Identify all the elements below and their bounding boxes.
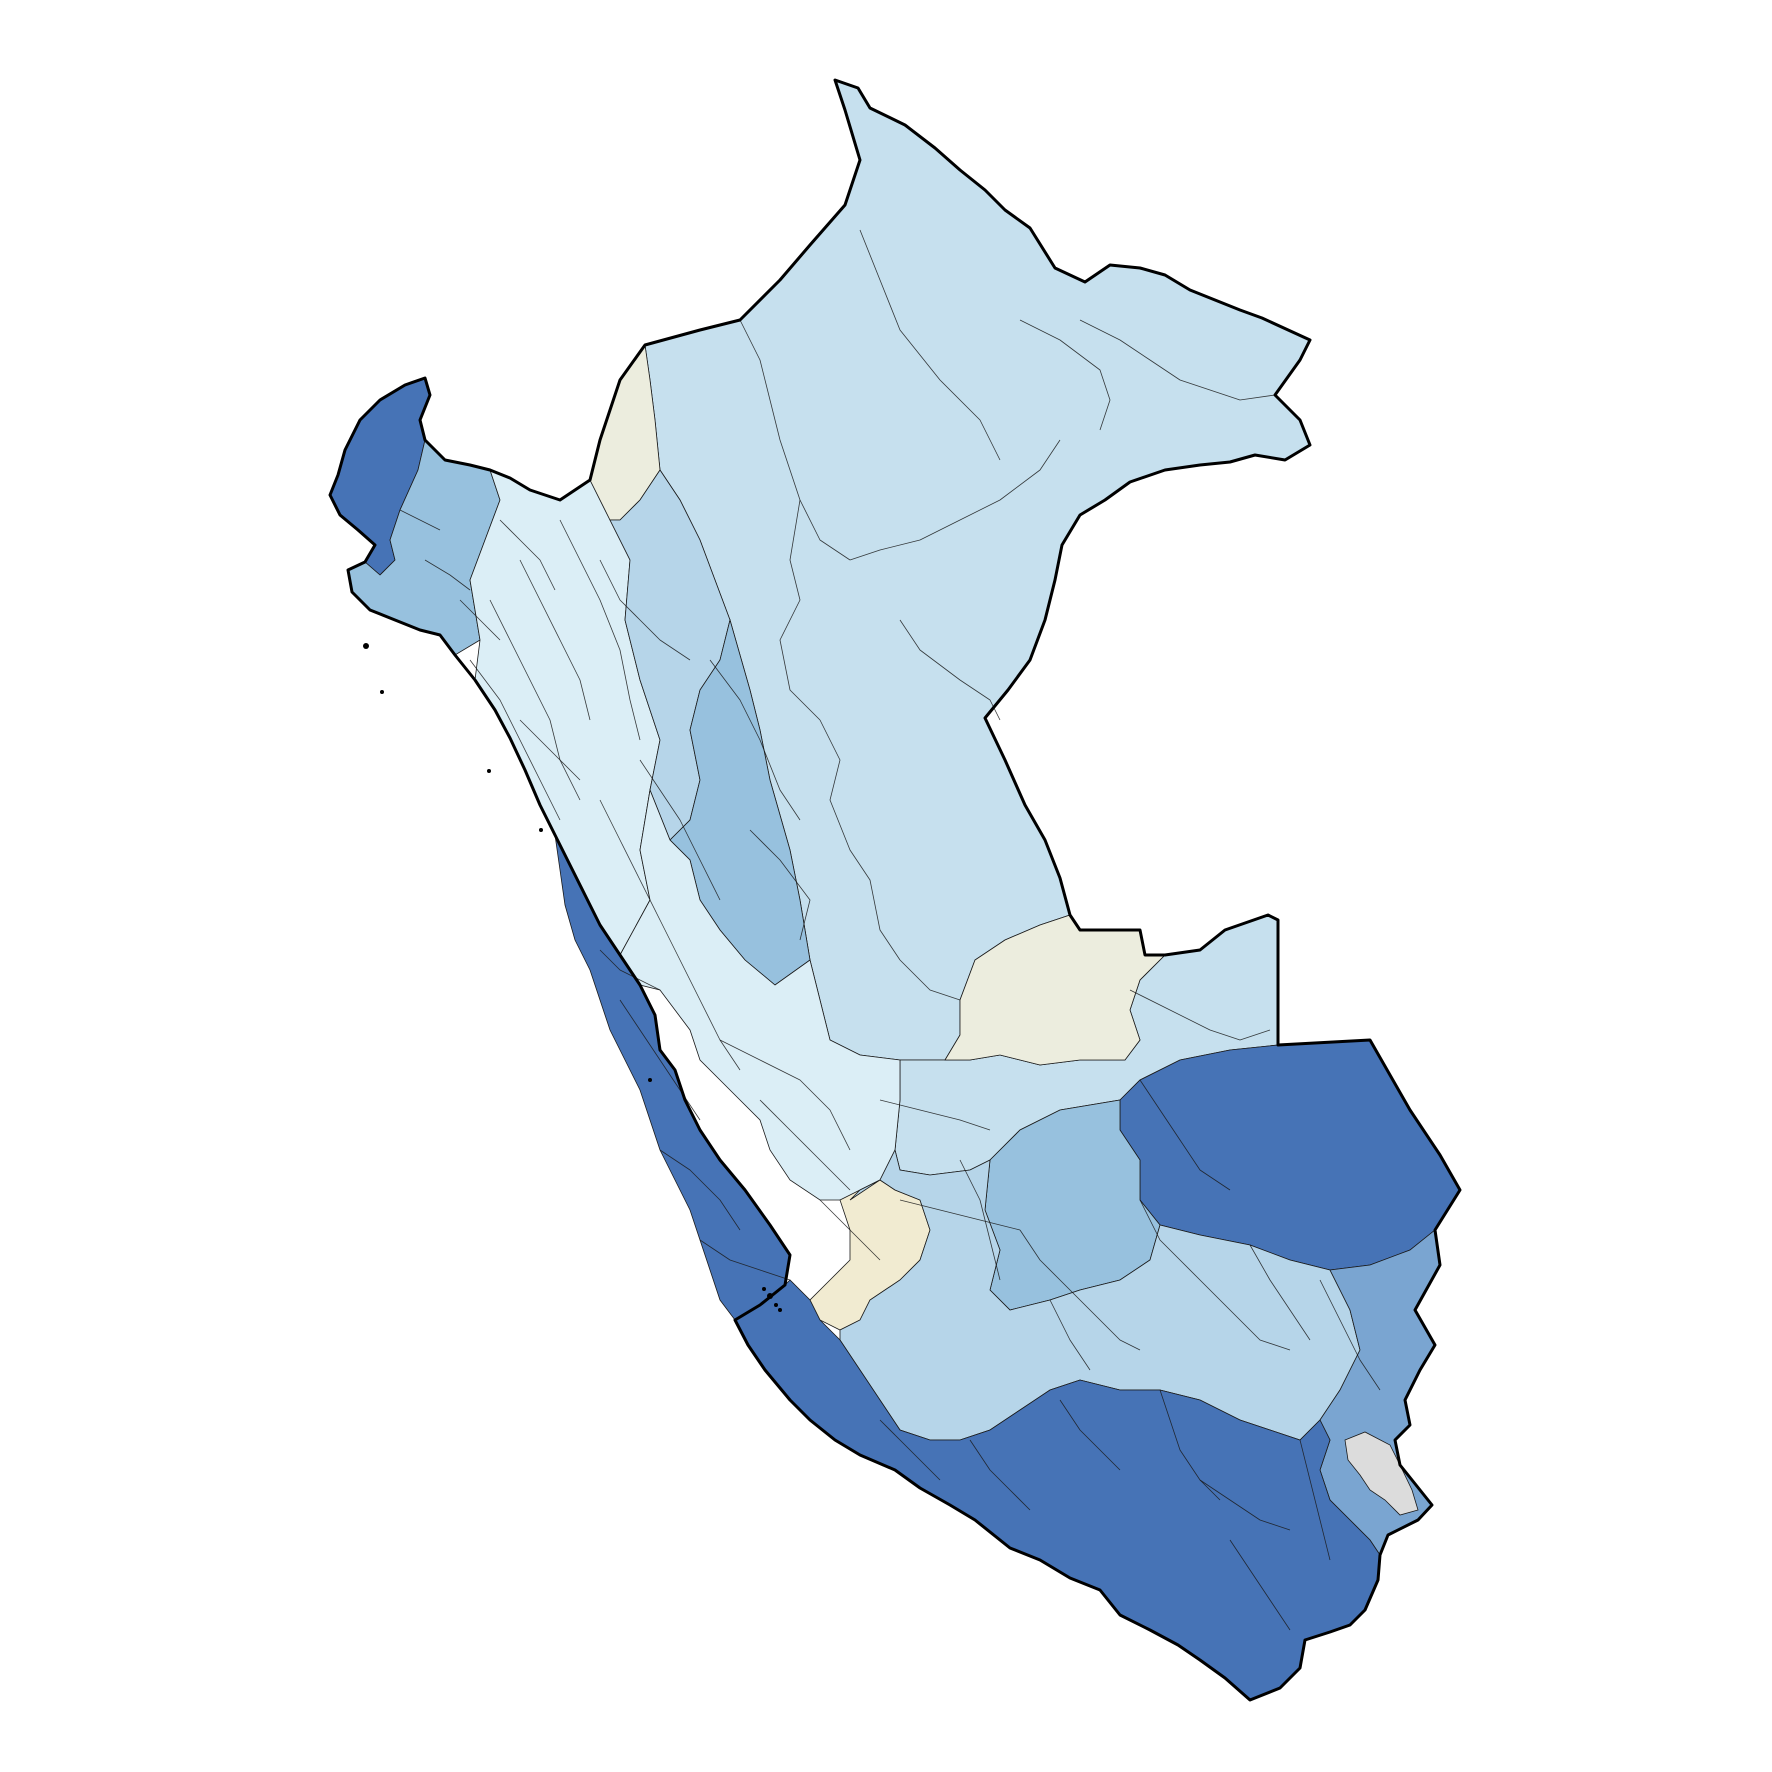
province-border [599, 949, 661, 991]
province-border [879, 1099, 991, 1131]
coastal-islands [363, 643, 782, 1312]
province-border [599, 559, 691, 661]
province-border [1219, 1299, 1291, 1351]
province-border [899, 1199, 1021, 1231]
province-border [819, 719, 901, 961]
province-border [699, 1239, 791, 1281]
province-border [859, 229, 1001, 461]
province-border [1049, 1299, 1091, 1371]
province-border [1129, 989, 1271, 1041]
island [487, 769, 491, 773]
province-border [1139, 1079, 1231, 1191]
province-border [1299, 1439, 1331, 1561]
island [778, 1308, 782, 1312]
province-border [959, 1159, 1001, 1281]
province-border [719, 1039, 851, 1151]
island [774, 1303, 778, 1307]
province-border [819, 1199, 881, 1261]
province-border [1199, 1479, 1291, 1531]
province-border [469, 659, 561, 821]
province-border [489, 599, 581, 801]
province-border [709, 659, 801, 821]
island [648, 1078, 652, 1082]
province-border [559, 519, 641, 741]
province-border [639, 759, 721, 901]
province-border [1319, 1279, 1381, 1391]
province-border [659, 1149, 741, 1231]
island [380, 690, 384, 694]
province-border [1019, 1229, 1081, 1301]
province-regions [329, 79, 1461, 1701]
region-puno-east [1319, 1229, 1441, 1556]
province-border [519, 559, 591, 721]
province-border [749, 829, 811, 941]
province-border [1139, 1199, 1221, 1301]
province-border [1019, 319, 1111, 431]
region-titicaca [1344, 1431, 1419, 1516]
province-border [424, 559, 471, 591]
province-border [459, 599, 501, 641]
province-border [519, 719, 581, 781]
country-outline [328, 78, 1462, 1702]
province-border [849, 439, 1061, 561]
island [363, 643, 369, 649]
province-border [969, 1439, 1031, 1511]
province-border [399, 509, 441, 531]
province-border [679, 959, 741, 1071]
province-border [1159, 1389, 1221, 1501]
province-border [599, 799, 681, 961]
province-border [739, 319, 851, 561]
province-borders [399, 229, 1381, 1631]
province-border [1059, 1399, 1121, 1471]
province-border [1079, 319, 1276, 401]
island [539, 828, 543, 832]
island [767, 1293, 773, 1299]
province-border [879, 1419, 941, 1481]
province-border [1079, 1299, 1141, 1351]
province-border [779, 499, 821, 721]
province-border [759, 1099, 851, 1191]
province-border [899, 959, 961, 1001]
island [762, 1287, 766, 1291]
province-border [1229, 1539, 1291, 1631]
province-border [499, 519, 556, 591]
country-border [328, 78, 1462, 1702]
province-border [1249, 1244, 1311, 1341]
